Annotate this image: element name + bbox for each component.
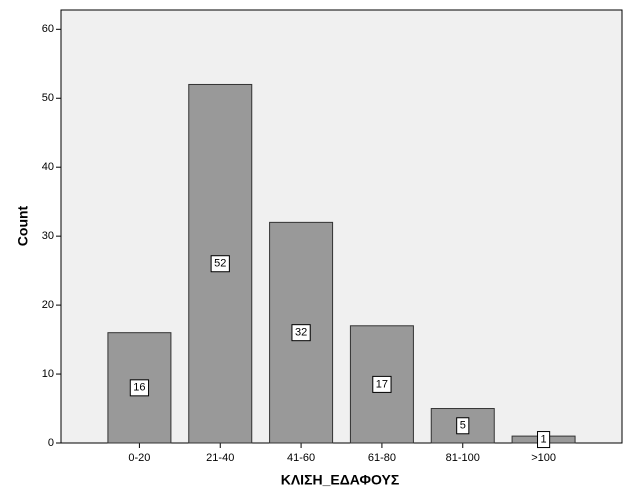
x-tick-label: 81-100 bbox=[446, 452, 480, 464]
y-tick-label: 20 bbox=[42, 299, 54, 311]
data-label-box bbox=[210, 255, 230, 273]
data-label-box bbox=[456, 417, 470, 435]
x-axis-title: ΚΛΙΣΗ_ΕΔΑΦΟΥΣ bbox=[281, 472, 400, 488]
data-label: 16 bbox=[133, 382, 145, 394]
y-axis-title: Count bbox=[15, 205, 31, 246]
data-label-box bbox=[129, 379, 150, 397]
y-tick-label: 0 bbox=[48, 437, 54, 449]
data-label-box bbox=[537, 431, 551, 449]
x-tick-label: 0-20 bbox=[128, 452, 150, 464]
data-label: 32 bbox=[295, 327, 307, 339]
data-label: 5 bbox=[460, 420, 466, 432]
data-label: 52 bbox=[214, 258, 226, 270]
data-label-box bbox=[291, 324, 311, 342]
x-tick-label: >100 bbox=[531, 452, 556, 464]
y-tick-label: 60 bbox=[42, 23, 54, 35]
y-tick-label: 30 bbox=[42, 230, 54, 242]
y-tick-label: 10 bbox=[42, 368, 54, 380]
y-tick-label: 50 bbox=[42, 92, 54, 104]
data-label: 1 bbox=[541, 433, 547, 445]
x-tick-label: 61-80 bbox=[368, 452, 396, 464]
x-tick-label: 41-60 bbox=[287, 452, 315, 464]
y-tick-label: 40 bbox=[42, 161, 54, 173]
data-label-box bbox=[372, 375, 392, 393]
data-label: 17 bbox=[376, 378, 388, 390]
x-tick-label: 21-40 bbox=[206, 452, 234, 464]
